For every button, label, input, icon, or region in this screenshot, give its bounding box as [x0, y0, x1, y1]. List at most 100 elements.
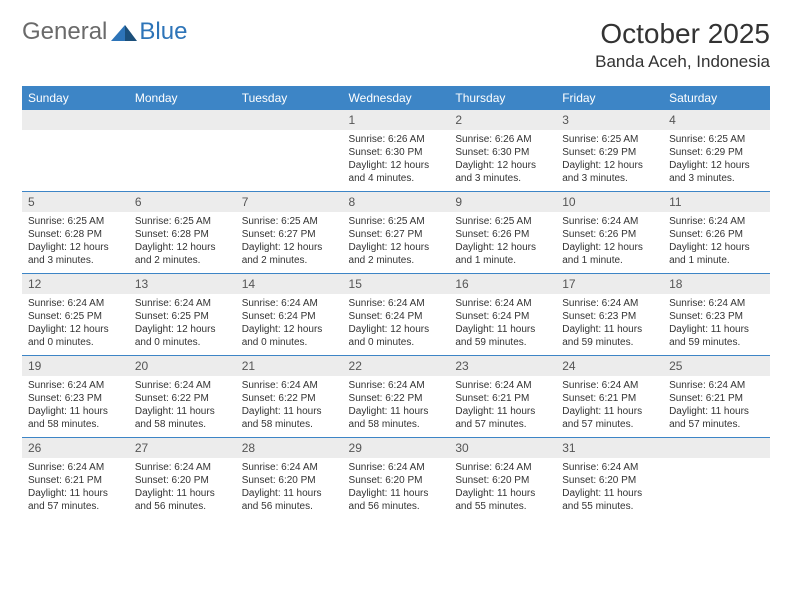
day-body: Sunrise: 6:25 AMSunset: 6:29 PMDaylight:… — [556, 130, 663, 191]
day-number: 20 — [129, 356, 236, 376]
day-body: Sunrise: 6:24 AMSunset: 6:21 PMDaylight:… — [449, 376, 556, 437]
calendar-head: SundayMondayTuesdayWednesdayThursdayFrid… — [22, 86, 770, 110]
sunset-line: Sunset: 6:25 PM — [135, 310, 230, 323]
day-number: 16 — [449, 274, 556, 294]
day-number: 31 — [556, 438, 663, 458]
day-number: 17 — [556, 274, 663, 294]
weekday-header: Wednesday — [343, 86, 450, 110]
day-body: Sunrise: 6:25 AMSunset: 6:27 PMDaylight:… — [343, 212, 450, 273]
day-body: Sunrise: 6:24 AMSunset: 6:20 PMDaylight:… — [556, 458, 663, 519]
calendar-cell: 1Sunrise: 6:26 AMSunset: 6:30 PMDaylight… — [343, 110, 450, 192]
day-number: 10 — [556, 192, 663, 212]
calendar-row: 19Sunrise: 6:24 AMSunset: 6:23 PMDayligh… — [22, 356, 770, 438]
daylight-line: Daylight: 12 hours and 3 minutes. — [669, 159, 764, 185]
calendar-cell: 10Sunrise: 6:24 AMSunset: 6:26 PMDayligh… — [556, 192, 663, 274]
calendar-cell: 16Sunrise: 6:24 AMSunset: 6:24 PMDayligh… — [449, 274, 556, 356]
daylight-line: Daylight: 11 hours and 57 minutes. — [562, 405, 657, 431]
calendar-cell: 11Sunrise: 6:24 AMSunset: 6:26 PMDayligh… — [663, 192, 770, 274]
day-number: 26 — [22, 438, 129, 458]
day-body: Sunrise: 6:24 AMSunset: 6:25 PMDaylight:… — [22, 294, 129, 355]
day-number — [663, 438, 770, 458]
day-number: 4 — [663, 110, 770, 130]
sunrise-line: Sunrise: 6:24 AM — [562, 215, 657, 228]
sunset-line: Sunset: 6:24 PM — [455, 310, 550, 323]
calendar-cell — [22, 110, 129, 192]
day-number: 7 — [236, 192, 343, 212]
daylight-line: Daylight: 12 hours and 1 minute. — [455, 241, 550, 267]
calendar-cell: 5Sunrise: 6:25 AMSunset: 6:28 PMDaylight… — [22, 192, 129, 274]
sunrise-line: Sunrise: 6:24 AM — [455, 379, 550, 392]
daylight-line: Daylight: 11 hours and 59 minutes. — [669, 323, 764, 349]
calendar-cell: 21Sunrise: 6:24 AMSunset: 6:22 PMDayligh… — [236, 356, 343, 438]
calendar-cell: 25Sunrise: 6:24 AMSunset: 6:21 PMDayligh… — [663, 356, 770, 438]
sunrise-line: Sunrise: 6:25 AM — [455, 215, 550, 228]
sunset-line: Sunset: 6:24 PM — [349, 310, 444, 323]
sunrise-line: Sunrise: 6:24 AM — [349, 379, 444, 392]
day-number: 14 — [236, 274, 343, 294]
day-body: Sunrise: 6:24 AMSunset: 6:21 PMDaylight:… — [22, 458, 129, 519]
sunset-line: Sunset: 6:25 PM — [28, 310, 123, 323]
day-number: 23 — [449, 356, 556, 376]
day-body: Sunrise: 6:26 AMSunset: 6:30 PMDaylight:… — [343, 130, 450, 191]
daylight-line: Daylight: 12 hours and 0 minutes. — [28, 323, 123, 349]
day-body: Sunrise: 6:25 AMSunset: 6:28 PMDaylight:… — [129, 212, 236, 273]
daylight-line: Daylight: 11 hours and 57 minutes. — [28, 487, 123, 513]
calendar-cell: 23Sunrise: 6:24 AMSunset: 6:21 PMDayligh… — [449, 356, 556, 438]
daylight-line: Daylight: 11 hours and 55 minutes. — [455, 487, 550, 513]
calendar-cell: 22Sunrise: 6:24 AMSunset: 6:22 PMDayligh… — [343, 356, 450, 438]
daylight-line: Daylight: 12 hours and 2 minutes. — [135, 241, 230, 267]
brand-icon — [111, 23, 137, 41]
day-number: 24 — [556, 356, 663, 376]
sunrise-line: Sunrise: 6:24 AM — [455, 297, 550, 310]
day-body: Sunrise: 6:24 AMSunset: 6:25 PMDaylight:… — [129, 294, 236, 355]
day-number: 28 — [236, 438, 343, 458]
day-number: 22 — [343, 356, 450, 376]
day-number: 21 — [236, 356, 343, 376]
day-number — [129, 110, 236, 130]
day-number: 25 — [663, 356, 770, 376]
calendar-cell: 3Sunrise: 6:25 AMSunset: 6:29 PMDaylight… — [556, 110, 663, 192]
brand-logo: General Blue — [22, 18, 187, 46]
calendar-cell: 2Sunrise: 6:26 AMSunset: 6:30 PMDaylight… — [449, 110, 556, 192]
daylight-line: Daylight: 11 hours and 58 minutes. — [135, 405, 230, 431]
calendar-body: 1Sunrise: 6:26 AMSunset: 6:30 PMDaylight… — [22, 110, 770, 519]
daylight-line: Daylight: 12 hours and 0 minutes. — [135, 323, 230, 349]
sunset-line: Sunset: 6:22 PM — [135, 392, 230, 405]
day-body: Sunrise: 6:24 AMSunset: 6:20 PMDaylight:… — [236, 458, 343, 519]
sunrise-line: Sunrise: 6:25 AM — [669, 133, 764, 146]
weekday-header: Friday — [556, 86, 663, 110]
calendar-cell: 4Sunrise: 6:25 AMSunset: 6:29 PMDaylight… — [663, 110, 770, 192]
sunrise-line: Sunrise: 6:26 AM — [455, 133, 550, 146]
sunrise-line: Sunrise: 6:24 AM — [669, 215, 764, 228]
sunset-line: Sunset: 6:21 PM — [28, 474, 123, 487]
sunset-line: Sunset: 6:20 PM — [135, 474, 230, 487]
day-body: Sunrise: 6:24 AMSunset: 6:22 PMDaylight:… — [129, 376, 236, 437]
day-number: 18 — [663, 274, 770, 294]
weekday-header: Sunday — [22, 86, 129, 110]
sunrise-line: Sunrise: 6:24 AM — [669, 297, 764, 310]
day-body: Sunrise: 6:24 AMSunset: 6:23 PMDaylight:… — [556, 294, 663, 355]
calendar-cell: 26Sunrise: 6:24 AMSunset: 6:21 PMDayligh… — [22, 438, 129, 520]
sunrise-line: Sunrise: 6:24 AM — [242, 379, 337, 392]
daylight-line: Daylight: 11 hours and 59 minutes. — [562, 323, 657, 349]
sunset-line: Sunset: 6:20 PM — [349, 474, 444, 487]
sunrise-line: Sunrise: 6:24 AM — [28, 461, 123, 474]
sunrise-line: Sunrise: 6:24 AM — [349, 461, 444, 474]
calendar-cell: 31Sunrise: 6:24 AMSunset: 6:20 PMDayligh… — [556, 438, 663, 520]
day-number — [236, 110, 343, 130]
day-number — [22, 110, 129, 130]
calendar-row: 26Sunrise: 6:24 AMSunset: 6:21 PMDayligh… — [22, 438, 770, 520]
day-body — [129, 130, 236, 186]
weekday-header: Thursday — [449, 86, 556, 110]
calendar-cell: 17Sunrise: 6:24 AMSunset: 6:23 PMDayligh… — [556, 274, 663, 356]
daylight-line: Daylight: 11 hours and 57 minutes. — [669, 405, 764, 431]
sunset-line: Sunset: 6:28 PM — [135, 228, 230, 241]
calendar-cell: 28Sunrise: 6:24 AMSunset: 6:20 PMDayligh… — [236, 438, 343, 520]
daylight-line: Daylight: 12 hours and 2 minutes. — [349, 241, 444, 267]
day-body: Sunrise: 6:25 AMSunset: 6:28 PMDaylight:… — [22, 212, 129, 273]
header: General Blue October 2025 Banda Aceh, In… — [22, 18, 770, 72]
daylight-line: Daylight: 12 hours and 3 minutes. — [455, 159, 550, 185]
sunrise-line: Sunrise: 6:24 AM — [455, 461, 550, 474]
calendar-cell: 27Sunrise: 6:24 AMSunset: 6:20 PMDayligh… — [129, 438, 236, 520]
sunset-line: Sunset: 6:22 PM — [349, 392, 444, 405]
